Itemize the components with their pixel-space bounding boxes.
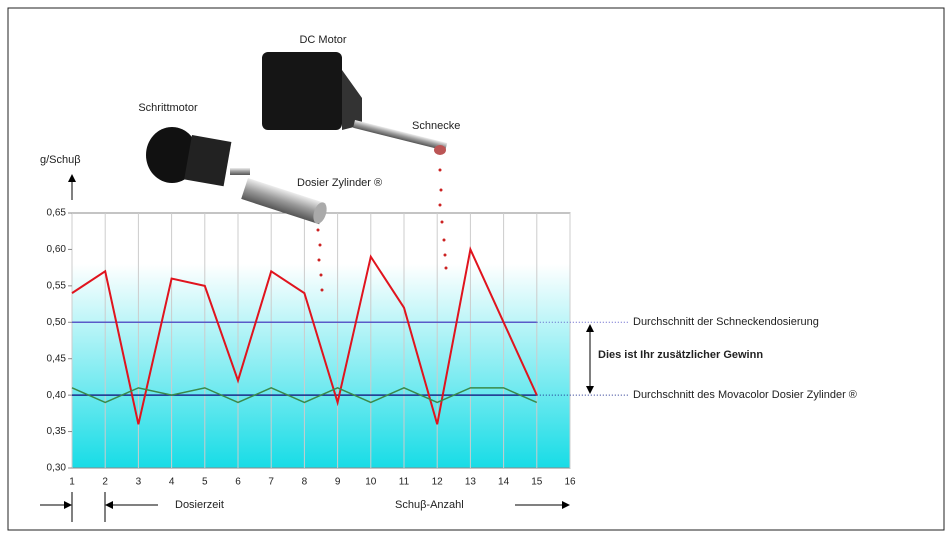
x-tick-label: 9 [335,477,341,488]
y-tick-label: 0,40 [47,390,67,401]
x-tick-label: 10 [365,477,377,488]
x-tick-label: 4 [169,477,175,488]
y-tick-label: 0,55 [47,280,67,291]
component-label: Schnecke [412,120,460,132]
x-axis-label: Schuβ-Anzahl [395,499,464,511]
y-tick-label: 0,35 [47,426,67,437]
interval-label: Dosierzeit [175,499,224,511]
x-tick-label: 6 [235,477,241,488]
x-tick-label: 2 [102,477,108,488]
y-tick-label: 0,65 [47,208,67,219]
dc-motor [262,52,447,155]
gain-label: Dies ist Ihr zusätzlicher Gewinn [598,349,763,361]
x-tick-label: 16 [564,477,576,488]
reference-label: Durchschnitt des Movacolor Dosier Zylind… [633,389,857,401]
x-tick-label: 3 [136,477,142,488]
y-axis-label: g/Schuβ [40,154,81,166]
chart: 123456789101112131415160,300,350,400,450… [0,0,951,536]
x-tick-label: 15 [531,477,543,488]
component-label: DC Motor [299,34,346,46]
y-tick-label: 0,50 [47,317,67,328]
reference-label: Durchschnitt der Schneckendosierung [633,316,819,328]
y-tick-label: 0,45 [47,353,67,364]
component-label: Schrittmotor [138,102,198,114]
x-tick-label: 5 [202,477,208,488]
plot-background [72,213,570,468]
x-tick-label: 13 [465,477,477,488]
x-tick-label: 11 [399,477,410,488]
x-tick-label: 14 [498,477,510,488]
x-tick-label: 1 [69,477,75,488]
x-tick-label: 8 [302,477,308,488]
component-label: Dosier Zylinder ® [297,177,382,189]
y-tick-label: 0,60 [47,244,67,255]
x-tick-label: 12 [432,477,444,488]
page: {"chart_data": {"type": "line", "y_label… [0,0,951,541]
x-tick-label: 7 [268,477,274,488]
y-tick-label: 0,30 [47,463,67,474]
axis-arrow [68,174,76,182]
